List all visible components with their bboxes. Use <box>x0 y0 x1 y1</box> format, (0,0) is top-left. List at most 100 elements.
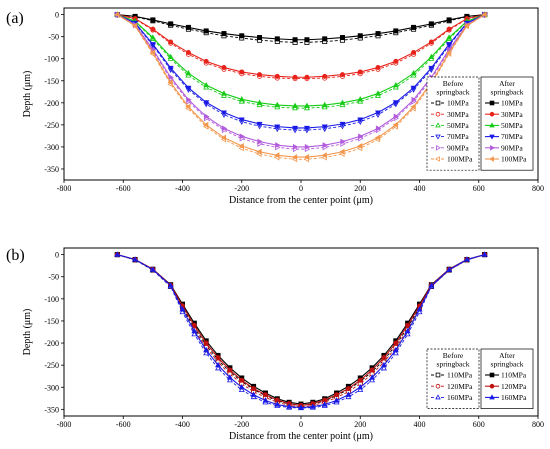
pb-y-tick-label: -250 <box>44 361 59 370</box>
pa-point-after-90MPa <box>221 125 228 132</box>
pb-point-after-160MPa <box>416 306 423 312</box>
pa-point-after-30MPa <box>304 74 310 80</box>
pa-point-after-50MPa <box>292 102 299 108</box>
pa-point-after-90MPa <box>275 142 281 149</box>
pb-point-after-160MPa <box>286 403 293 409</box>
pb-point-before-160MPa <box>380 365 387 371</box>
pb-legend-before-title: Before <box>443 351 464 360</box>
pb-point-after-120MPa <box>405 322 411 328</box>
pb-point-before-160MPa <box>226 376 233 383</box>
pa-legend-after-entry: 30MPa <box>501 110 523 119</box>
chart-b: -800 -600 -400 -200 0 200 400 600 800 0 -50 -100 -15… <box>22 247 544 442</box>
pb-point-after-160MPa <box>446 266 453 272</box>
pa-point-after-70MPa <box>256 121 263 128</box>
pb-point-after-160MPa <box>404 327 411 334</box>
pb-x-tick-label: 0 <box>299 420 303 429</box>
pa-point-after-70MPa <box>203 100 210 106</box>
pa-point-after-90MPa <box>322 142 328 149</box>
pa-point-after-50MPa <box>256 99 263 105</box>
pa-point-after-30MPa <box>257 72 263 78</box>
pa-legend-after-entry: 90MPa <box>501 143 523 152</box>
pb-point-after-160MPa <box>309 403 316 409</box>
pa-series-after-30MPa-line <box>117 14 485 78</box>
pa-legend-before-entry: 90MPa <box>447 143 469 152</box>
pa-point-after-50MPa <box>185 70 192 76</box>
panel-a-label: (a) <box>6 10 24 27</box>
pa-y-tick-label: -50 <box>48 33 59 42</box>
pa-point-after-90MPa <box>411 96 417 103</box>
pa-x-tick-label: -400 <box>175 184 190 193</box>
pa-point-after-50MPa <box>375 90 382 96</box>
pa-point-after-50MPa <box>410 70 417 76</box>
pa-point-after-50MPa <box>303 102 310 108</box>
pa-point-after-70MPa <box>321 124 328 130</box>
pa-point-after-90MPa <box>239 133 245 140</box>
pb-y-tick-label: -150 <box>44 317 59 326</box>
pb-point-after-160MPa <box>226 374 233 380</box>
pb-point-after-160MPa <box>428 282 435 288</box>
pb-point-after-160MPa <box>203 346 210 353</box>
pa-point-after-70MPa <box>410 85 417 92</box>
pa-point-after-100MPa <box>220 134 227 141</box>
pa-x-tick-label: 200 <box>354 184 366 193</box>
pa-legend-after-swatch-marker <box>489 100 495 106</box>
pa-series-after-50MPa-line <box>117 14 485 107</box>
pa-point-after-50MPa <box>357 96 364 102</box>
pa-point-after-100MPa <box>149 49 155 56</box>
pa-point-after-100MPa <box>463 22 469 29</box>
pb-y-tick-label: -300 <box>44 383 59 392</box>
pa-x-tick-label: 800 <box>532 184 544 193</box>
pa-series-before-70MPa-line <box>117 14 485 131</box>
pb-point-after-160MPa <box>463 256 470 262</box>
pa-point-after-100MPa <box>374 134 381 141</box>
pa-legend-after-swatch-marker <box>489 111 495 117</box>
pa-legend-before-entry: 70MPa <box>447 132 469 141</box>
panel-b-label: (b) <box>6 247 25 264</box>
pb-point-after-160MPa <box>149 266 156 272</box>
pa-point-after-30MPa <box>185 50 191 56</box>
pa-point-after-10MPa <box>411 24 417 30</box>
pa-y-tick-label: -300 <box>44 143 59 152</box>
pa-legend-before-swatch-marker <box>436 145 441 151</box>
pa-point-after-10MPa <box>239 33 245 39</box>
pa-point-after-50MPa <box>392 81 399 88</box>
pa-y-tick-label: 0 <box>55 11 59 20</box>
pa-series-before-90MPa-line <box>117 14 485 150</box>
pb-point-after-120MPa <box>381 355 387 361</box>
pa-legend-before-entry: 30MPa <box>447 110 469 119</box>
pa-point-after-90MPa <box>168 74 174 81</box>
pb-x-tick-label: -600 <box>116 420 131 429</box>
pa-point-after-50MPa <box>220 90 227 96</box>
pa-point-after-30MPa <box>203 58 209 64</box>
pb-x-tick-label: 800 <box>532 420 544 429</box>
pa-point-after-30MPa <box>322 73 328 79</box>
pa-y-tick-label: -350 <box>44 165 59 174</box>
pa-point-after-100MPa <box>256 148 262 155</box>
pb-point-before-160MPa <box>215 365 222 371</box>
pb-point-after-120MPa <box>227 367 233 373</box>
pb-y-tick-label: -350 <box>44 405 59 414</box>
pb-point-after-120MPa <box>262 392 268 398</box>
pa-legend-before-entry: 100MPa <box>447 155 473 164</box>
pa-y-tick-label: -250 <box>44 121 59 130</box>
pa-series-before-10MPa-line <box>117 14 485 43</box>
pa-legend-after-entry: 50MPa <box>501 121 523 130</box>
pb-point-after-120MPa <box>251 386 257 392</box>
pb-legend-after-entry: 110MPa <box>501 371 527 380</box>
pa-y-tick-label: -100 <box>44 55 59 64</box>
pb-point-after-160MPa <box>238 384 245 390</box>
pb-point-after-120MPa <box>357 377 363 383</box>
pb-point-after-160MPa <box>215 361 222 368</box>
pb-legend-after-swatch-marker <box>489 394 495 400</box>
pb-point-before-160MPa <box>392 349 399 356</box>
pa-point-after-100MPa <box>202 121 209 128</box>
pb-point-after-160MPa <box>357 384 364 390</box>
pb-point-after-160MPa <box>481 251 488 257</box>
pb-point-after-160MPa <box>132 256 139 262</box>
pa-point-after-10MPa <box>203 28 209 34</box>
pa-legend-before-entry: 10MPa <box>447 99 469 108</box>
pb-y-tick-label: -200 <box>44 339 59 348</box>
pb-x-tick-label: -800 <box>57 420 72 429</box>
pb-point-after-120MPa <box>369 367 375 373</box>
